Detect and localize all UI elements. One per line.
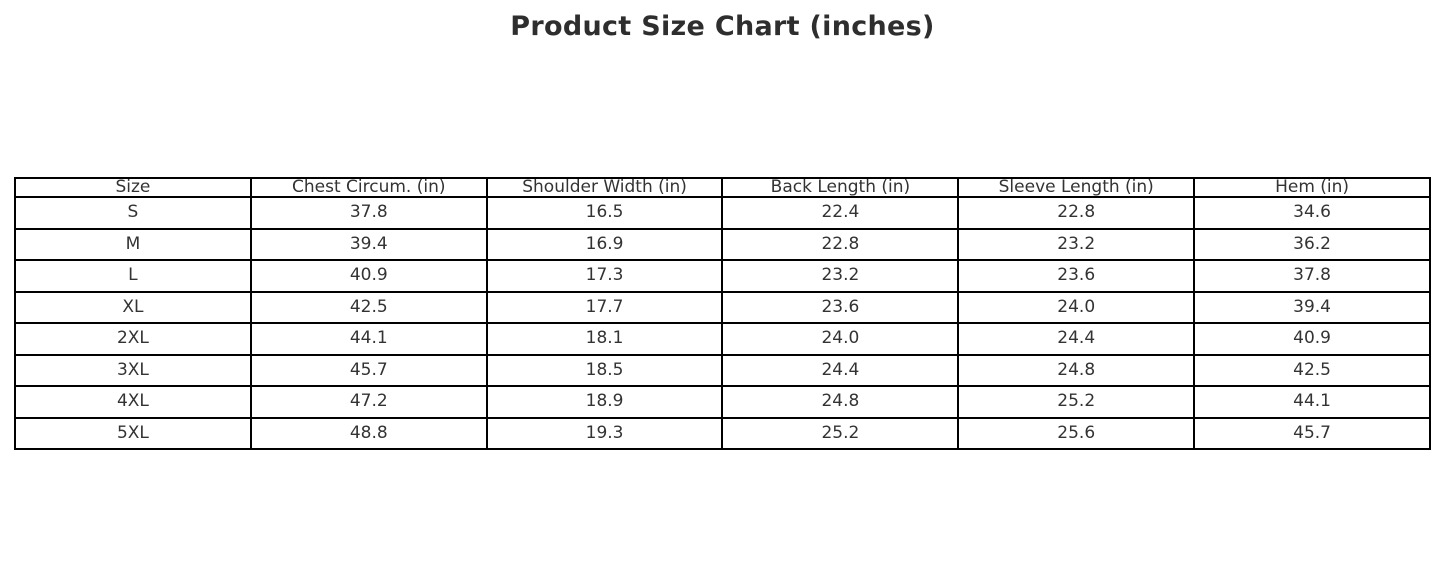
value-cell: 23.6 xyxy=(721,290,960,324)
column-header: Back Length (in) xyxy=(721,177,960,198)
value-cell: 42.5 xyxy=(249,290,488,324)
value-cell: 25.6 xyxy=(957,416,1196,450)
value-cell: 44.1 xyxy=(249,322,488,356)
value-cell: 42.5 xyxy=(1193,353,1431,387)
size-cell: XL xyxy=(14,290,252,324)
value-cell: 17.7 xyxy=(485,290,724,324)
value-cell: 36.2 xyxy=(1193,227,1431,261)
header-row: Size Chest Circum. (in) Shoulder Width (in… xyxy=(14,177,1431,198)
page-title: Product Size Chart (inches) xyxy=(510,11,935,42)
size-cell: 5XL xyxy=(14,416,252,450)
size-cell: L xyxy=(14,259,252,293)
table-body: S 37.8 16.5 22.4 22.8 34.6 M 39.4 16.9 22.8 23.2 36… xyxy=(14,196,1431,450)
table-row: 2XL 44.1 18.1 24.0 24.4 40.9 xyxy=(14,322,1431,356)
value-cell: 48.8 xyxy=(249,416,488,450)
column-header: Sleeve Length (in) xyxy=(957,177,1196,198)
value-cell: 40.9 xyxy=(249,259,488,293)
value-cell: 44.1 xyxy=(1193,385,1431,419)
value-cell: 24.4 xyxy=(721,353,960,387)
size-chart-table: Size Chest Circum. (in) Shoulder Width (in… xyxy=(14,177,1431,450)
column-header: Chest Circum. (in) xyxy=(249,177,488,198)
value-cell: 17.3 xyxy=(485,259,724,293)
value-cell: 37.8 xyxy=(249,196,488,230)
value-cell: 24.0 xyxy=(957,290,1196,324)
value-cell: 18.5 xyxy=(485,353,724,387)
value-cell: 40.9 xyxy=(1193,322,1431,356)
value-cell: 24.0 xyxy=(721,322,960,356)
value-cell: 23.6 xyxy=(957,259,1196,293)
table-row: 4XL 47.2 18.9 24.8 25.2 44.1 xyxy=(14,385,1431,419)
value-cell: 22.8 xyxy=(957,196,1196,230)
value-cell: 45.7 xyxy=(1193,416,1431,450)
size-cell: 2XL xyxy=(14,322,252,356)
value-cell: 24.8 xyxy=(957,353,1196,387)
value-cell: 22.8 xyxy=(721,227,960,261)
value-cell: 25.2 xyxy=(957,385,1196,419)
size-cell: S xyxy=(14,196,252,230)
value-cell: 39.4 xyxy=(249,227,488,261)
size-cell: M xyxy=(14,227,252,261)
column-header: Shoulder Width (in) xyxy=(485,177,724,198)
value-cell: 23.2 xyxy=(721,259,960,293)
value-cell: 37.8 xyxy=(1193,259,1431,293)
column-header: Hem (in) xyxy=(1193,177,1431,198)
value-cell: 16.9 xyxy=(485,227,724,261)
table-row: S 37.8 16.5 22.4 22.8 34.6 xyxy=(14,196,1431,230)
value-cell: 19.3 xyxy=(485,416,724,450)
table-row: XL 42.5 17.7 23.6 24.0 39.4 xyxy=(14,290,1431,324)
value-cell: 16.5 xyxy=(485,196,724,230)
table-row: M 39.4 16.9 22.8 23.2 36.2 xyxy=(14,227,1431,261)
size-cell: 4XL xyxy=(14,385,252,419)
value-cell: 23.2 xyxy=(957,227,1196,261)
table-header: Size Chest Circum. (in) Shoulder Width (in… xyxy=(14,177,1431,198)
column-header: Size xyxy=(14,177,252,198)
table-row: 3XL 45.7 18.5 24.4 24.8 42.5 xyxy=(14,353,1431,387)
value-cell: 25.2 xyxy=(721,416,960,450)
size-cell: 3XL xyxy=(14,353,252,387)
value-cell: 24.4 xyxy=(957,322,1196,356)
table-row: L 40.9 17.3 23.2 23.6 37.8 xyxy=(14,259,1431,293)
value-cell: 18.9 xyxy=(485,385,724,419)
value-cell: 22.4 xyxy=(721,196,960,230)
value-cell: 39.4 xyxy=(1193,290,1431,324)
value-cell: 34.6 xyxy=(1193,196,1431,230)
value-cell: 45.7 xyxy=(249,353,488,387)
value-cell: 24.8 xyxy=(721,385,960,419)
value-cell: 47.2 xyxy=(249,385,488,419)
table-row: 5XL 48.8 19.3 25.2 25.6 45.7 xyxy=(14,416,1431,450)
value-cell: 18.1 xyxy=(485,322,724,356)
